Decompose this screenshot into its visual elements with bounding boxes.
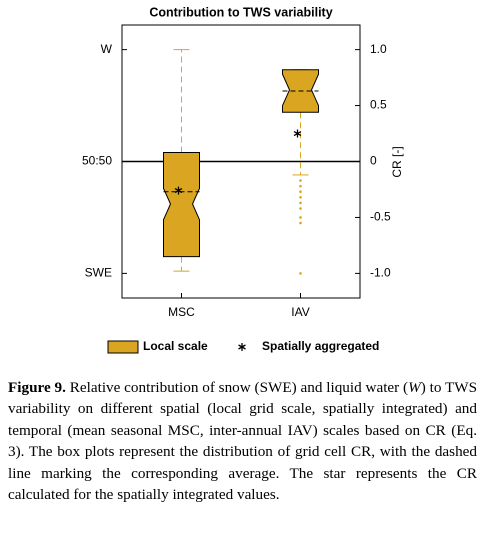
y2-tick-label: 0 <box>370 154 377 168</box>
outlier <box>299 201 302 205</box>
outlier <box>299 272 302 275</box>
outlier <box>299 184 302 188</box>
legend-star <box>238 343 246 351</box>
outlier <box>299 179 302 182</box>
box <box>163 152 200 258</box>
y-tick-label: SWE <box>85 266 112 280</box>
caption-text: ) to TWS variability on different spatia… <box>8 379 478 504</box>
legend-swatch <box>107 340 139 354</box>
chart: Contribution to TWS variability CR [-] W… <box>82 5 404 354</box>
x-tick-label: IAV <box>291 305 309 319</box>
outlier <box>299 207 302 210</box>
caption-text: Relative contribution of snow (SWE) and … <box>69 379 409 396</box>
y-tick-label: 50:50 <box>82 154 112 168</box>
y2-tick-label: 0.5 <box>370 98 387 112</box>
y2-tick-label: -0.5 <box>370 210 391 224</box>
star-marker <box>174 186 183 195</box>
outlier <box>299 221 302 225</box>
legend-label: Local scale <box>143 339 208 353</box>
chart-title: Contribution to TWS variability <box>149 5 332 19</box>
outlier <box>299 190 302 194</box>
y-tick-label: W <box>101 42 113 56</box>
caption-text: W <box>408 379 421 396</box>
legend-label: Spatially aggregated <box>262 339 379 353</box>
caption: Figure 9. Relative contribution of snow … <box>8 377 477 505</box>
caption-label: Figure 9. <box>8 379 66 396</box>
outlier <box>299 196 302 199</box>
x-tick-label: MSC <box>168 305 195 319</box>
outlier <box>299 216 302 219</box>
star-marker <box>293 129 302 138</box>
y2-axis-label: CR [-] <box>390 146 404 177</box>
y2-tick-label: -1.0 <box>370 266 391 280</box>
y2-tick-label: 1.0 <box>370 42 387 56</box>
